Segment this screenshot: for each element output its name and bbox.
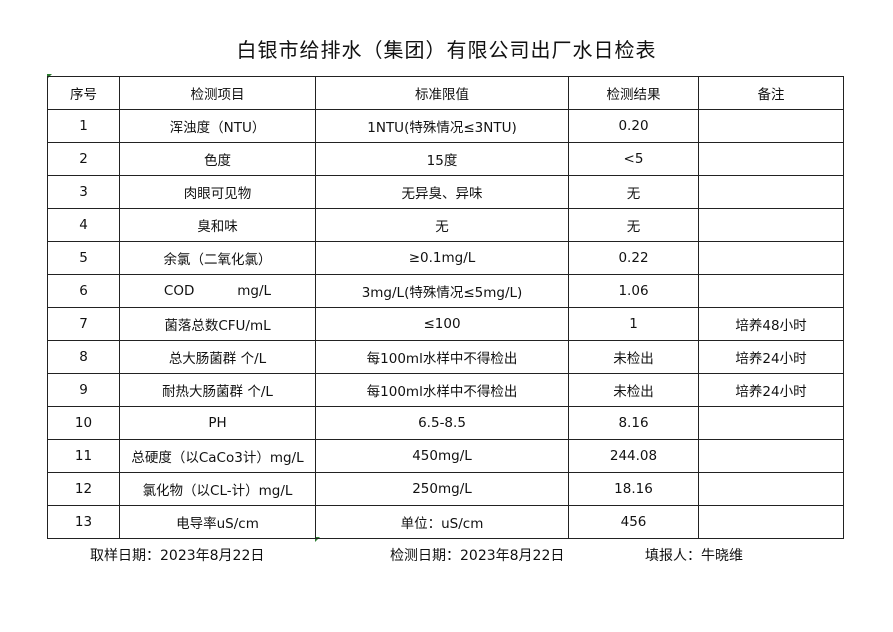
table-row: 4 臭和味无无 (47, 208, 844, 242)
table-row: 8 总大肠菌群 个/L 每100ml水样中不得检出 未检出 培养24小时 (47, 340, 844, 374)
row-number-cell: 4 (47, 208, 120, 242)
remark-cell: 培养24小时 (698, 340, 844, 374)
remark-cell: 培养24小时 (698, 373, 844, 407)
table-row: 3 肉眼可见物 无异臭、异味无 (47, 175, 844, 209)
test-item-cell: 氯化物（以CL-计）mg/L (119, 472, 316, 506)
header-row: 序号 检测项目 标准限值 检测结果 备注 (47, 76, 844, 110)
test-item-cell: PH (119, 406, 316, 440)
standard-limit-cell: 450mg/L (315, 439, 569, 473)
page-title: 白银市给排水（集团）有限公司出厂水日检表 (236, 38, 657, 62)
standard-limit-cell: 每100ml水样中不得检出 (315, 373, 569, 407)
test-item-cell: 臭和味 (119, 208, 316, 242)
standard-limit-cell: 无异臭、异味 (315, 175, 569, 209)
standard-limit-cell: 无 (315, 208, 569, 242)
standard-limit-cell: 每100ml水样中不得检出 (315, 340, 569, 374)
row-number-cell: 13 (47, 505, 120, 539)
table-row: 10 PH 6.5-8.5 8.16 (47, 406, 844, 440)
test-item-cell: 肉眼可见物 (119, 175, 316, 209)
row-number-cell: 7 (47, 307, 120, 341)
remark-cell (698, 439, 844, 473)
table-row: 12 氯化物（以CL-计）mg/L 250mg/L 18.16 (47, 472, 844, 506)
row-number-cell: 3 (47, 175, 120, 209)
table-row: 2 色度 15度 <5 (47, 142, 844, 176)
test-result-cell: 244.08 (568, 439, 699, 473)
row-number-cell: 6 (47, 274, 120, 308)
test-item-cell: 浑浊度（NTU） (119, 109, 316, 143)
test-result-cell: 无 (568, 175, 699, 209)
table-row: 1 浑浊度（NTU） 1NTU(特殊情况≤3NTU) 0.20 (47, 109, 844, 143)
standard-limit-cell: 250mg/L (315, 472, 569, 506)
test-result-cell: 0.22 (568, 241, 699, 275)
remark-cell (698, 406, 844, 440)
remark-cell: 培养48小时 (698, 307, 844, 341)
remark-cell (698, 505, 844, 539)
header-cell: 检测项目 (119, 76, 316, 110)
test-result-cell: 未检出 (568, 340, 699, 374)
test-date: 检测日期：2023年8月22日 (390, 548, 565, 564)
test-item-cell: 余氯（二氧化氯） (119, 241, 316, 275)
test-item-cell: 菌落总数CFU/mL (119, 307, 316, 341)
standard-limit-cell: 3mg/L(特殊情况≤5mg/L) (315, 274, 569, 308)
test-item-cell: 总大肠菌群 个/L (119, 340, 316, 374)
table-row: 7 菌落总数CFU/mL ≤100 1 培养48小时 (47, 307, 844, 341)
remark-cell (698, 142, 844, 176)
test-item-cell: 色度 (119, 142, 316, 176)
test-result-cell: <5 (568, 142, 699, 176)
header-cell: 序号 (47, 76, 120, 110)
standard-limit-cell: 15度 (315, 142, 569, 176)
test-result-cell: 8.16 (568, 406, 699, 440)
inspection-table: 序号 检测项目 标准限值 检测结果 备注 1 浑浊度（NTU） 1NTU(特殊情况≤… (47, 76, 844, 539)
test-result-cell: 456 (568, 505, 699, 539)
table-row: 6 COD mg/L 3mg/L(特殊情况≤5mg/L) 1.06 (47, 274, 844, 308)
sample-date: 取样日期：2023年8月22日 (90, 548, 265, 564)
remark-cell (698, 109, 844, 143)
test-result-cell: 1.06 (568, 274, 699, 308)
test-result-cell: 无 (568, 208, 699, 242)
row-number-cell: 9 (47, 373, 120, 407)
remark-cell (698, 472, 844, 506)
table-row: 13 电导率uS/cm 单位：uS/cm 456 (47, 505, 844, 539)
header-cell: 检测结果 (568, 76, 699, 110)
remark-cell (698, 175, 844, 209)
remark-cell (698, 208, 844, 242)
row-number-cell: 8 (47, 340, 120, 374)
standard-limit-cell: ≥0.1mg/L (315, 241, 569, 275)
test-item-cell: 耐热大肠菌群 个/L (119, 373, 316, 407)
standard-limit-cell: 1NTU(特殊情况≤3NTU) (315, 109, 569, 143)
row-number-cell: 2 (47, 142, 120, 176)
test-item-cell: 电导率uS/cm (119, 505, 316, 539)
test-item-cell: COD mg/L (119, 274, 316, 308)
remark-cell (698, 241, 844, 275)
cell-marker-icon (315, 537, 320, 542)
test-result-cell: 18.16 (568, 472, 699, 506)
reporter: 填报人：牛晓维 (645, 548, 743, 564)
table-row: 5 余氯（二氧化氯） ≥0.1mg/L 0.22 (47, 241, 844, 275)
test-item-cell: 总硬度（以CaCo3计）mg/L (119, 439, 316, 473)
row-number-cell: 10 (47, 406, 120, 440)
row-number-cell: 5 (47, 241, 120, 275)
standard-limit-cell: ≤100 (315, 307, 569, 341)
standard-limit-cell: 6.5-8.5 (315, 406, 569, 440)
test-result-cell: 未检出 (568, 373, 699, 407)
row-number-cell: 11 (47, 439, 120, 473)
row-number-cell: 12 (47, 472, 120, 506)
header-cell: 备注 (698, 76, 844, 110)
standard-limit-cell: 单位：uS/cm (315, 505, 569, 539)
remark-cell (698, 274, 844, 308)
table-row: 9 耐热大肠菌群 个/L 每100ml水样中不得检出 未检出 培养24小时 (47, 373, 844, 407)
header-cell: 标准限值 (315, 76, 569, 110)
test-result-cell: 0.20 (568, 109, 699, 143)
row-number-cell: 1 (47, 109, 120, 143)
test-result-cell: 1 (568, 307, 699, 341)
table-row: 11 总硬度（以CaCo3计）mg/L 450mg/L 244.08 (47, 439, 844, 473)
